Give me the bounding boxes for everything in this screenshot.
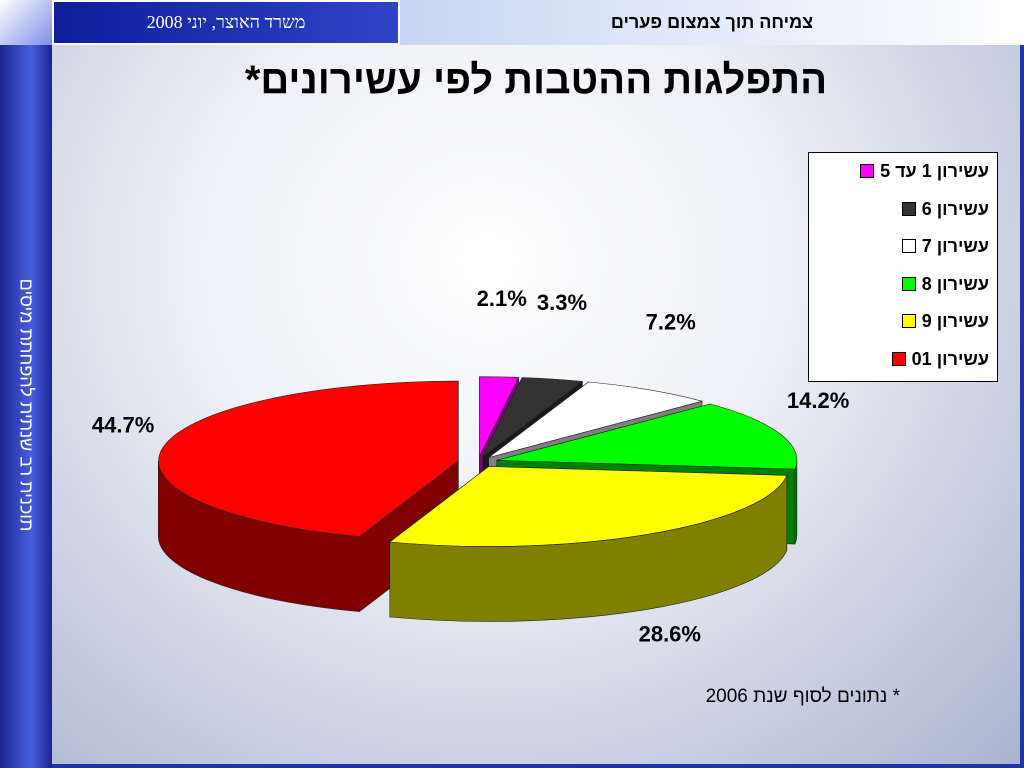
chart-title: התפלגות ההטבות לפי עשירונים* <box>244 58 828 102</box>
slice <box>479 376 520 457</box>
legend-entry: עשירון 1 עד 5 <box>860 161 989 182</box>
slice <box>482 377 584 458</box>
legend-label: עשירון 8 <box>921 273 989 294</box>
data-label: 28.6% <box>639 621 701 646</box>
legend: עשירון 1 עד 5 עשירון 6 עשירון 7 עשירון 8 עשי… <box>808 152 998 382</box>
data-label: 2.1% <box>477 286 527 311</box>
data-label: 44.7% <box>92 412 154 437</box>
legend-swatch <box>901 239 916 253</box>
header-title: צמיחה תוך צמצום פערים <box>400 0 1024 45</box>
slice <box>158 380 459 537</box>
slice <box>389 466 788 547</box>
data-label: 3.3% <box>537 290 587 315</box>
legend-entry: עשירון 8 <box>901 273 989 295</box>
slice <box>488 381 704 458</box>
legend-swatch <box>901 314 916 328</box>
legend-label: עשירון 6 <box>921 198 989 219</box>
legend-swatch <box>901 201 916 216</box>
slice-wall <box>794 460 798 545</box>
legend-entry: עשירון 01 <box>891 348 989 370</box>
legend-label: עשירון 01 <box>911 348 989 369</box>
sidebar <box>0 45 52 768</box>
header-org: משרד האוצר, יוני 2008 <box>52 0 400 45</box>
legend-swatch <box>860 164 875 178</box>
legend-entry: עשירון 9 <box>901 311 989 332</box>
edge <box>52 764 1024 768</box>
edge <box>1020 45 1024 768</box>
data-label: 7.2% <box>646 309 696 334</box>
legend-entry: עשירון 6 <box>901 198 989 220</box>
legend-swatch <box>891 351 906 366</box>
footnote: * נתונים לסוף שנת 2006 <box>705 686 900 707</box>
data-label: 14.2% <box>787 388 849 413</box>
corner <box>0 0 52 45</box>
legend-label: עשירון 1 עד 5 <box>880 161 989 181</box>
slice <box>496 403 798 470</box>
legend-entry: עשירון 7 <box>901 236 989 257</box>
legend-swatch <box>901 276 916 291</box>
legend-label: עשירון 7 <box>921 236 989 256</box>
legend-label: עשירון 9 <box>921 311 989 331</box>
